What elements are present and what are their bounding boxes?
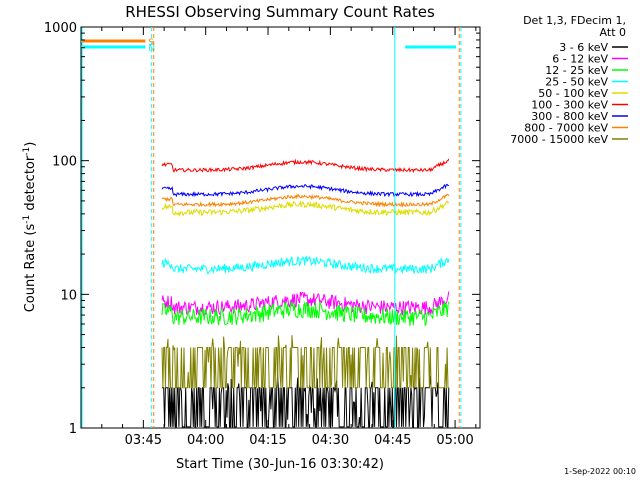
x-tick-label: 04:00 xyxy=(187,433,224,448)
x-tick-label: 03:45 xyxy=(125,433,162,448)
series-line-8 xyxy=(161,335,449,389)
legend-entry-label: 50 - 100 keV xyxy=(538,87,608,100)
legend-entry-label: 3 - 6 keV xyxy=(559,41,608,54)
series-line-4 xyxy=(161,199,450,218)
legend-header: Det 1,3, FDecim 1, xyxy=(523,14,626,27)
legend-entry-label: 300 - 800 keV xyxy=(531,110,608,123)
series-line-5 xyxy=(161,158,450,174)
legend-entry-label: 7000 - 15000 keV xyxy=(510,133,608,146)
y-tick-label: 1 xyxy=(69,422,77,437)
x-tick-label: 04:45 xyxy=(374,433,411,448)
timestamp: 1-Sep-2022 00:10 xyxy=(564,467,636,476)
series-line-7 xyxy=(161,193,450,208)
x-tick-label: 04:30 xyxy=(312,433,349,448)
x-axis-label: Start Time (30-Jun-16 03:30:42) xyxy=(176,457,384,472)
y-tick-label: 1000 xyxy=(44,21,77,36)
series-line-6 xyxy=(161,183,450,198)
legend-entry-label: 6 - 12 keV xyxy=(552,53,608,66)
legend-entry-label: 100 - 300 keV xyxy=(531,99,608,112)
series-line-0 xyxy=(162,375,450,428)
y-axis-label: Count Rate (s-1 detector-1) xyxy=(22,142,38,313)
legend-header: Att 0 xyxy=(600,26,626,39)
plot-area: SN xyxy=(80,26,481,429)
x-tick-label: 05:00 xyxy=(436,433,473,448)
legend-entry-label: 12 - 25 keV xyxy=(545,64,608,77)
x-axis: 03:45 04:00 04:15 04:30 04:45 05:00 xyxy=(80,27,477,448)
x-tick-label: 04:15 xyxy=(249,433,286,448)
legend-entry-label: 800 - 7000 keV xyxy=(524,122,608,135)
y-tick-label: 10 xyxy=(60,288,77,303)
series-line-1 xyxy=(161,291,450,317)
series-line-2 xyxy=(161,301,450,327)
plot-frame xyxy=(80,26,481,429)
series-line-3 xyxy=(161,255,450,275)
chart-title: RHESSI Observing Summary Count Rates xyxy=(125,3,435,21)
y-axis: 1 10 100 1000 xyxy=(44,21,480,437)
legend-entry-label: 25 - 50 keV xyxy=(545,76,608,89)
y-tick-label: 100 xyxy=(52,155,77,170)
